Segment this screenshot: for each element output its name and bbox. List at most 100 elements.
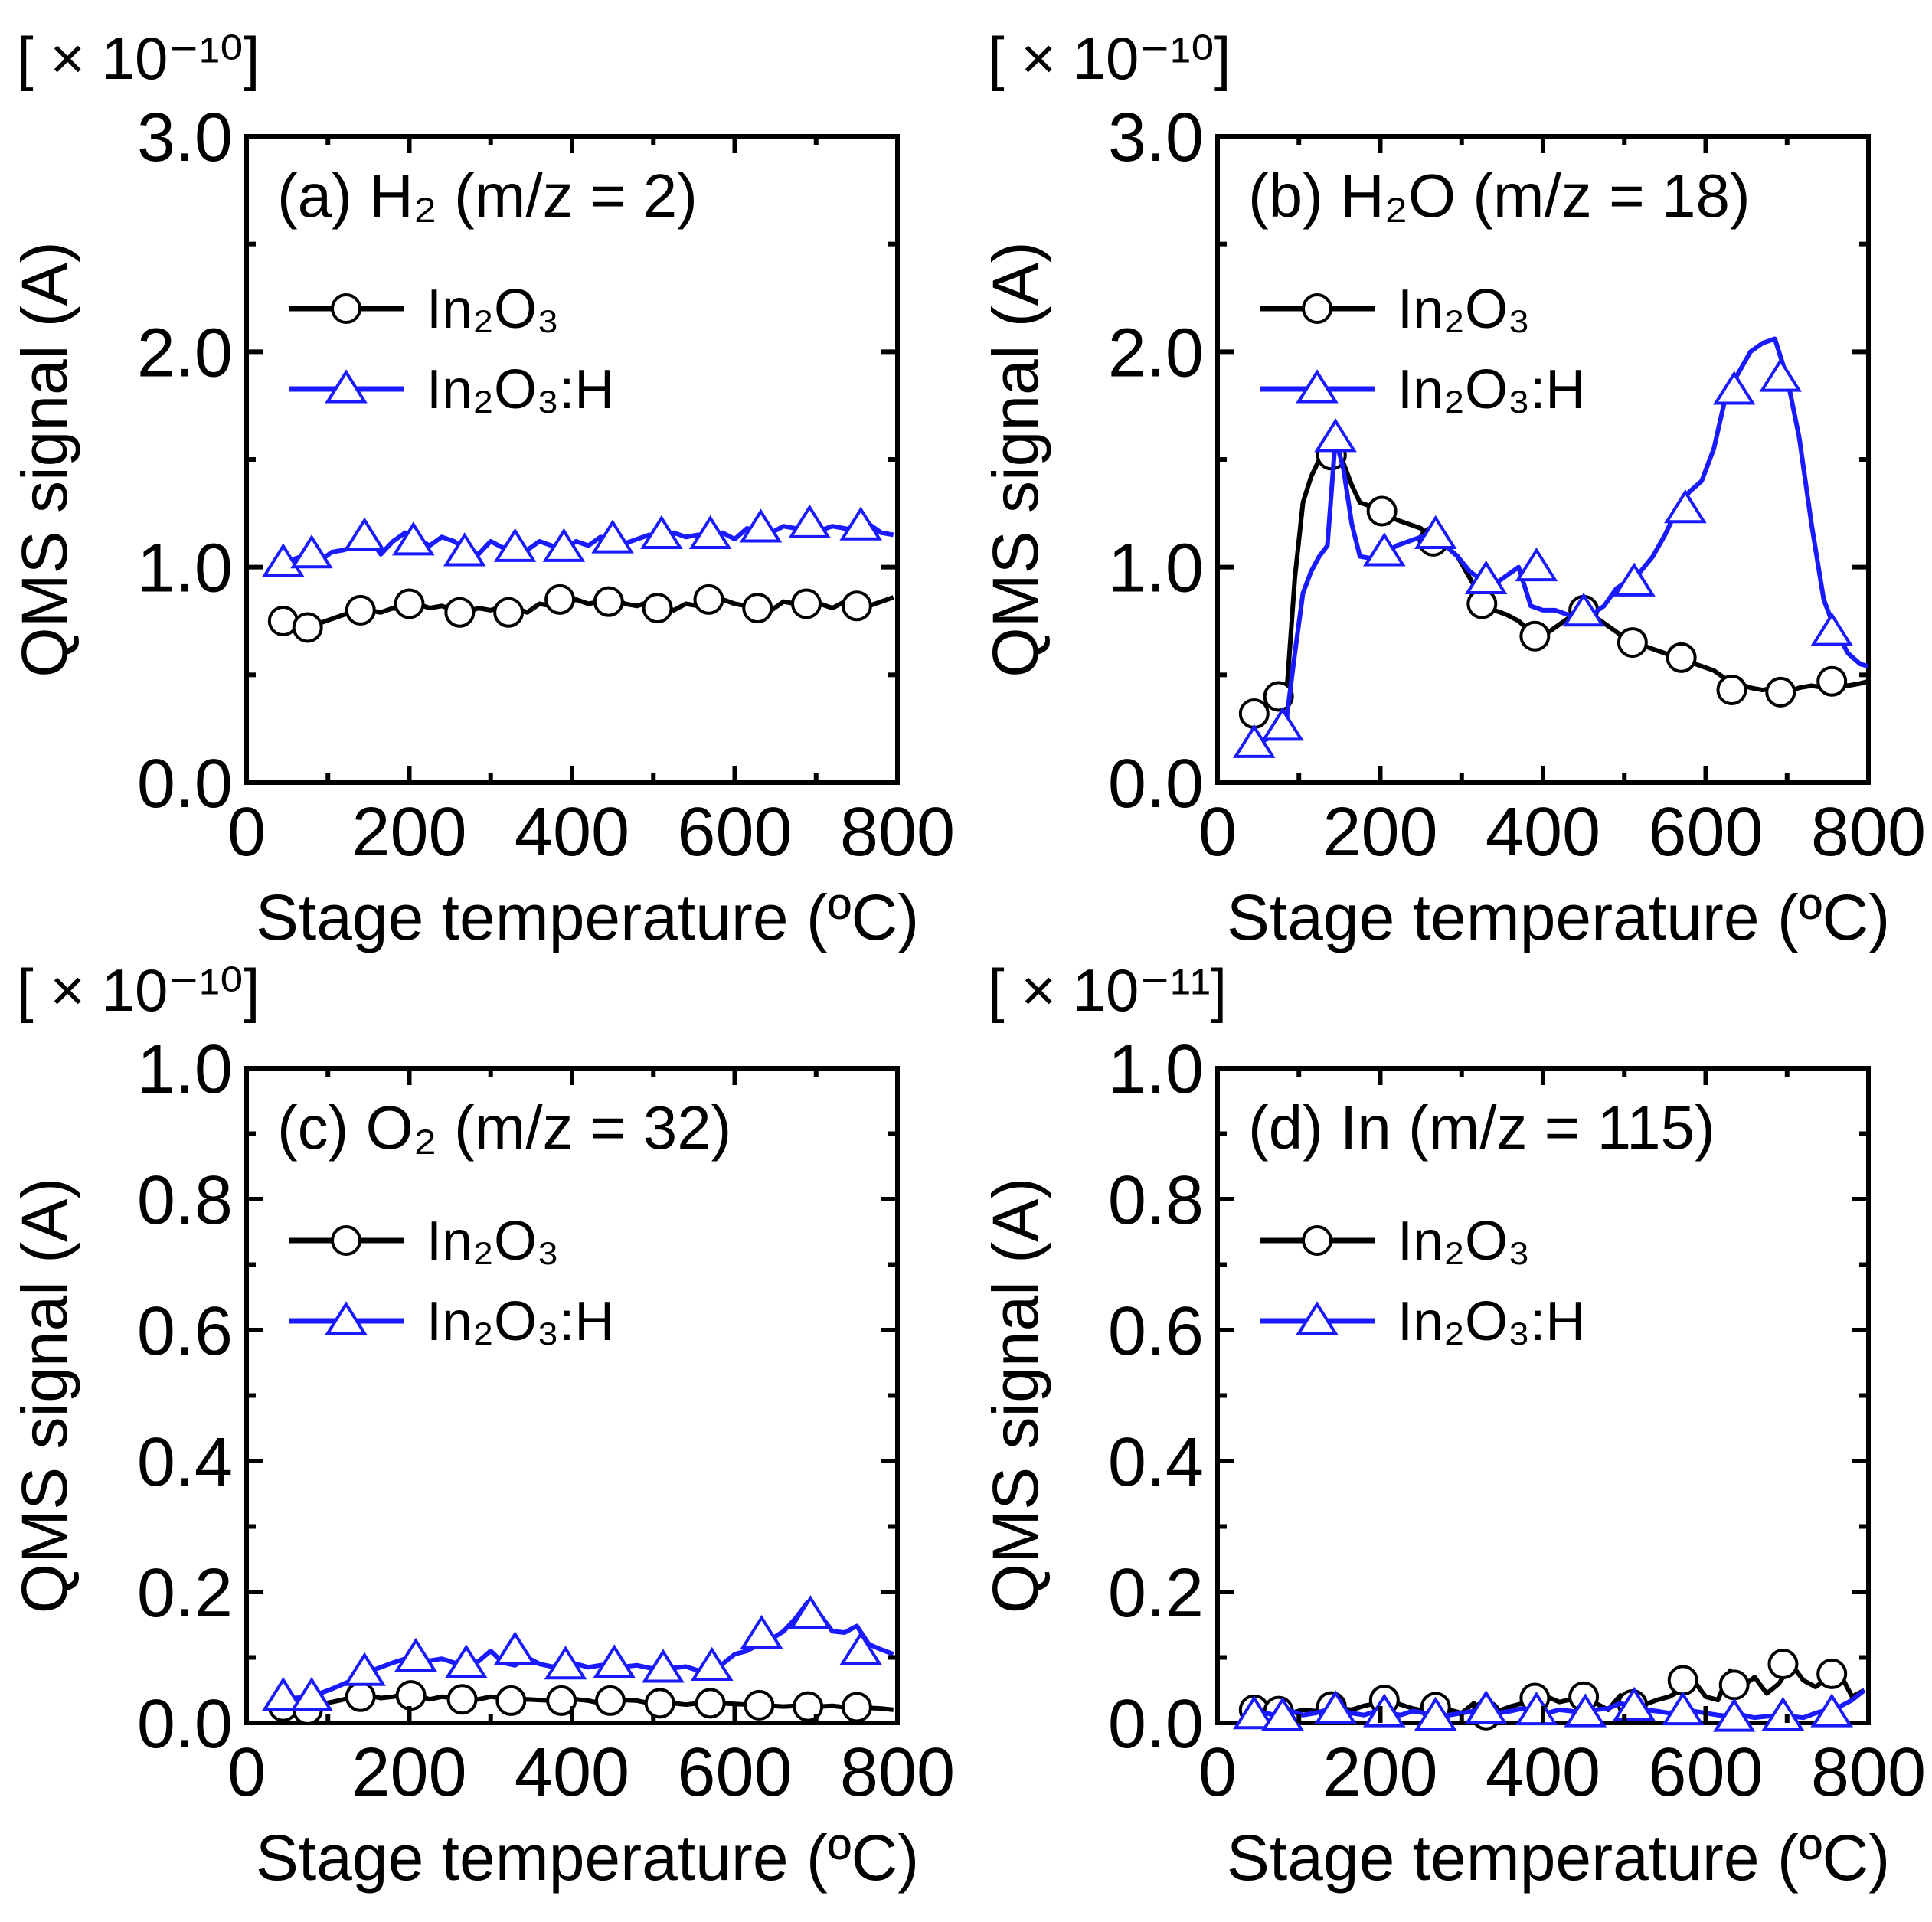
data-point-in2o3-h: [443, 532, 486, 567]
y-tick-label: 1.0: [137, 1031, 233, 1108]
legend-marker-in2o3: [1302, 1225, 1332, 1256]
data-point-in2o3: [593, 586, 624, 617]
x-tick-label: 200: [1322, 1734, 1437, 1811]
y-tick-label: 0.0: [1108, 746, 1204, 822]
data-point-in2o3: [841, 590, 872, 622]
x-axis-label: Stage temperature (ºC): [1227, 881, 1890, 953]
data-point-in2o3: [292, 612, 323, 643]
y-tick-label: 0.8: [137, 1162, 233, 1239]
panel-title: (b) H₂O (m/z = 18): [1248, 162, 1751, 230]
data-point-in2o3: [1263, 681, 1294, 712]
series-line-in2o3-h: [1254, 1688, 1866, 1721]
y-tick-label: 0.8: [1108, 1162, 1204, 1239]
data-point-in2o3-h: [1562, 592, 1605, 627]
legend-marker-in2o3: [331, 293, 361, 324]
data-point-in2o3-h: [493, 1631, 537, 1665]
x-tick-label: 800: [1811, 794, 1926, 871]
data-point-in2o3-h: [591, 519, 634, 554]
data-point-in2o3: [1718, 1669, 1750, 1701]
x-tick-label: 800: [840, 794, 955, 871]
data-point-in2o3: [1816, 665, 1848, 697]
axes: 0 200 400 600 800 0.0 0.2 0.4 0.6 0.8 1.0: [1108, 1031, 1926, 1811]
data-point-in2o3-h: [1661, 1691, 1705, 1726]
data-point-in2o3-h: [343, 1652, 386, 1686]
panel-a: 0 200 400 600 800 0.0 1.0 2.0 3.0 (a) H₂ (m/z = …: [8, 25, 955, 953]
data-point-in2o3-h: [740, 1614, 783, 1649]
data-point-in2o3: [791, 588, 822, 619]
panel-c: 0 200 400 600 800 0.0 0.2 0.4 0.6 0.8 1.0 (c) O₂ (…: [8, 956, 955, 1894]
legend-marker-in2o3-h: [1296, 369, 1339, 404]
data-point-in2o3: [444, 597, 476, 628]
axis-multiplier: [ × 10⁻¹¹]: [988, 956, 1227, 1024]
data-point-in2o3-h: [1810, 612, 1854, 646]
legend-marker-in2o3: [331, 1225, 361, 1256]
data-point-in2o3-h: [642, 1649, 685, 1683]
y-axis-label: QMS signal (A): [8, 1178, 80, 1613]
x-axis-label: Stage temperature (ºC): [256, 1822, 919, 1894]
series-line-in2o3: [1254, 1662, 1866, 1718]
legend-marker-in2o3-h: [325, 1301, 368, 1335]
data-point-in2o3-h: [1232, 1695, 1276, 1730]
x-tick-label: 400: [515, 1734, 629, 1811]
panel-title: (d) In (m/z = 115): [1248, 1093, 1715, 1162]
x-tick-label: 200: [351, 794, 466, 871]
axes: 0 200 400 600 800 0.0 0.2 0.4 0.6 0.8 1.0: [137, 1031, 955, 1811]
y-tick-label: 2.0: [137, 315, 233, 391]
series-group: [1232, 1649, 1866, 1732]
y-tick-label: 1.0: [137, 531, 233, 607]
data-point-in2o3-h: [542, 528, 586, 562]
data-point-in2o3-h: [839, 506, 883, 541]
data-point-in2o3-h: [739, 508, 783, 543]
data-point-in2o3-h: [493, 528, 537, 562]
legend: In₂O₃ In₂O₃:H: [1260, 1211, 1585, 1352]
legend-label-in2o3-h: In₂O₃:H: [1398, 1291, 1585, 1352]
data-point-in2o3-h: [1664, 489, 1707, 524]
data-point-in2o3-h: [343, 517, 386, 551]
y-axis-label: QMS signal (A): [8, 241, 80, 677]
data-point-in2o3-h: [1464, 560, 1508, 595]
data-point-in2o3-h: [1261, 707, 1304, 741]
data-point-in2o3-h: [1515, 1691, 1558, 1726]
y-tick-label: 0.0: [137, 746, 233, 822]
legend-label-in2o3: In₂O₃: [1398, 279, 1530, 340]
data-point-in2o3: [345, 594, 376, 626]
y-tick-label: 2.0: [1108, 315, 1204, 391]
axis-multiplier: [ × 10⁻¹⁰]: [17, 956, 260, 1024]
data-point-in2o3: [1666, 642, 1697, 673]
data-point-in2o3-h: [1314, 418, 1357, 453]
x-tick-label: 600: [1648, 794, 1763, 871]
data-point-in2o3: [644, 1688, 675, 1719]
data-point-in2o3-h: [1362, 532, 1406, 567]
y-tick-label: 0.6: [137, 1293, 233, 1370]
data-point-in2o3-h: [544, 1646, 587, 1680]
y-tick-label: 0.2: [1108, 1555, 1204, 1632]
data-point-in2o3-h: [1564, 1693, 1607, 1728]
data-point-in2o3: [1617, 627, 1648, 659]
data-point-in2o3: [594, 1685, 626, 1716]
x-tick-label: 200: [1322, 794, 1437, 871]
x-tick-label: 600: [1648, 1734, 1763, 1811]
x-tick-label: 600: [677, 1734, 792, 1811]
data-point-in2o3-h: [1712, 371, 1756, 405]
data-point-in2o3-h: [789, 1595, 832, 1629]
legend-marker-in2o3-h: [325, 369, 368, 404]
data-point-in2o3: [1238, 698, 1270, 729]
x-tick-label: 0: [227, 794, 266, 871]
x-tick-label: 600: [677, 794, 792, 871]
data-point-in2o3-h: [640, 515, 683, 549]
panel-b: 0 200 400 600 800 0.0 1.0 2.0 3.0 (b) H₂O (m/z =…: [979, 25, 1926, 953]
legend-label-in2o3: In₂O₃: [427, 1211, 559, 1272]
series-group: [261, 1595, 894, 1725]
y-tick-label: 3.0: [1108, 100, 1204, 176]
y-tick-label: 0.4: [1108, 1424, 1204, 1501]
data-point-in2o3: [693, 583, 724, 615]
data-point-in2o3-h: [788, 504, 832, 538]
data-point-in2o3-h: [1712, 1698, 1756, 1732]
data-point-in2o3: [841, 1692, 872, 1723]
data-point-in2o3: [1767, 1649, 1799, 1680]
y-axis-label: QMS signal (A): [979, 1178, 1051, 1613]
data-point-in2o3: [1765, 676, 1796, 708]
data-point-in2o3: [446, 1684, 478, 1715]
data-point-in2o3-h: [1613, 1686, 1656, 1721]
